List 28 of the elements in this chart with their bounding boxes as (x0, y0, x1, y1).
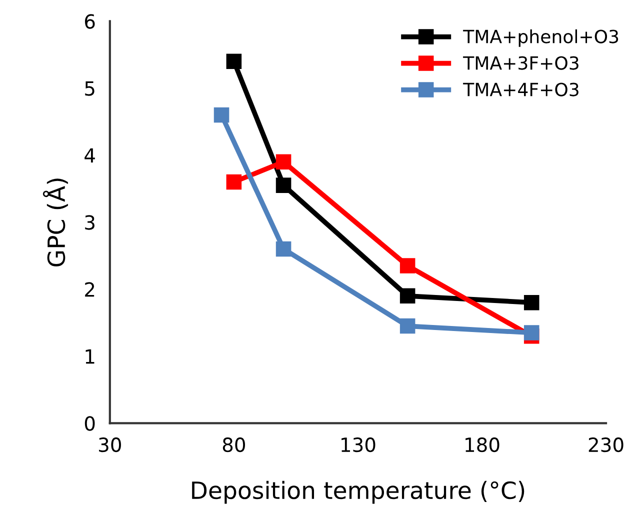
y-tick-label: 4 (84, 148, 95, 163)
point (276, 154, 292, 170)
point (400, 288, 416, 304)
y-tick-label: 6 (85, 14, 95, 29)
point (226, 174, 242, 190)
point (524, 294, 540, 310)
legend-label: TMA+3F+O3 (463, 56, 578, 70)
legend-label: TMA+phenol+O3 (463, 29, 618, 47)
x-tick-label: 80 (222, 437, 246, 452)
x-tick-label: 180 (466, 437, 500, 452)
y-tick-label: 1 (86, 349, 94, 364)
x-axis-title: Deposition temperature (°C) (192, 480, 524, 504)
legend-label: TMA+4F+O3 (463, 82, 578, 96)
point (226, 54, 242, 70)
y-tick-label: 3 (85, 215, 94, 230)
x-tick-label: 30 (99, 437, 121, 452)
point (524, 325, 540, 340)
point (400, 318, 416, 334)
point (400, 258, 416, 274)
y-tick-label: 5 (85, 81, 94, 96)
point (276, 178, 292, 193)
y-axis-title: GPC (Å) (42, 178, 68, 266)
point (214, 107, 230, 123)
y-tick-label: 0 (84, 416, 95, 431)
x-tick-label: 230 (588, 437, 624, 452)
y-tick-label: 2 (85, 282, 94, 297)
point (276, 241, 292, 257)
x-tick-label: 130 (342, 437, 376, 452)
